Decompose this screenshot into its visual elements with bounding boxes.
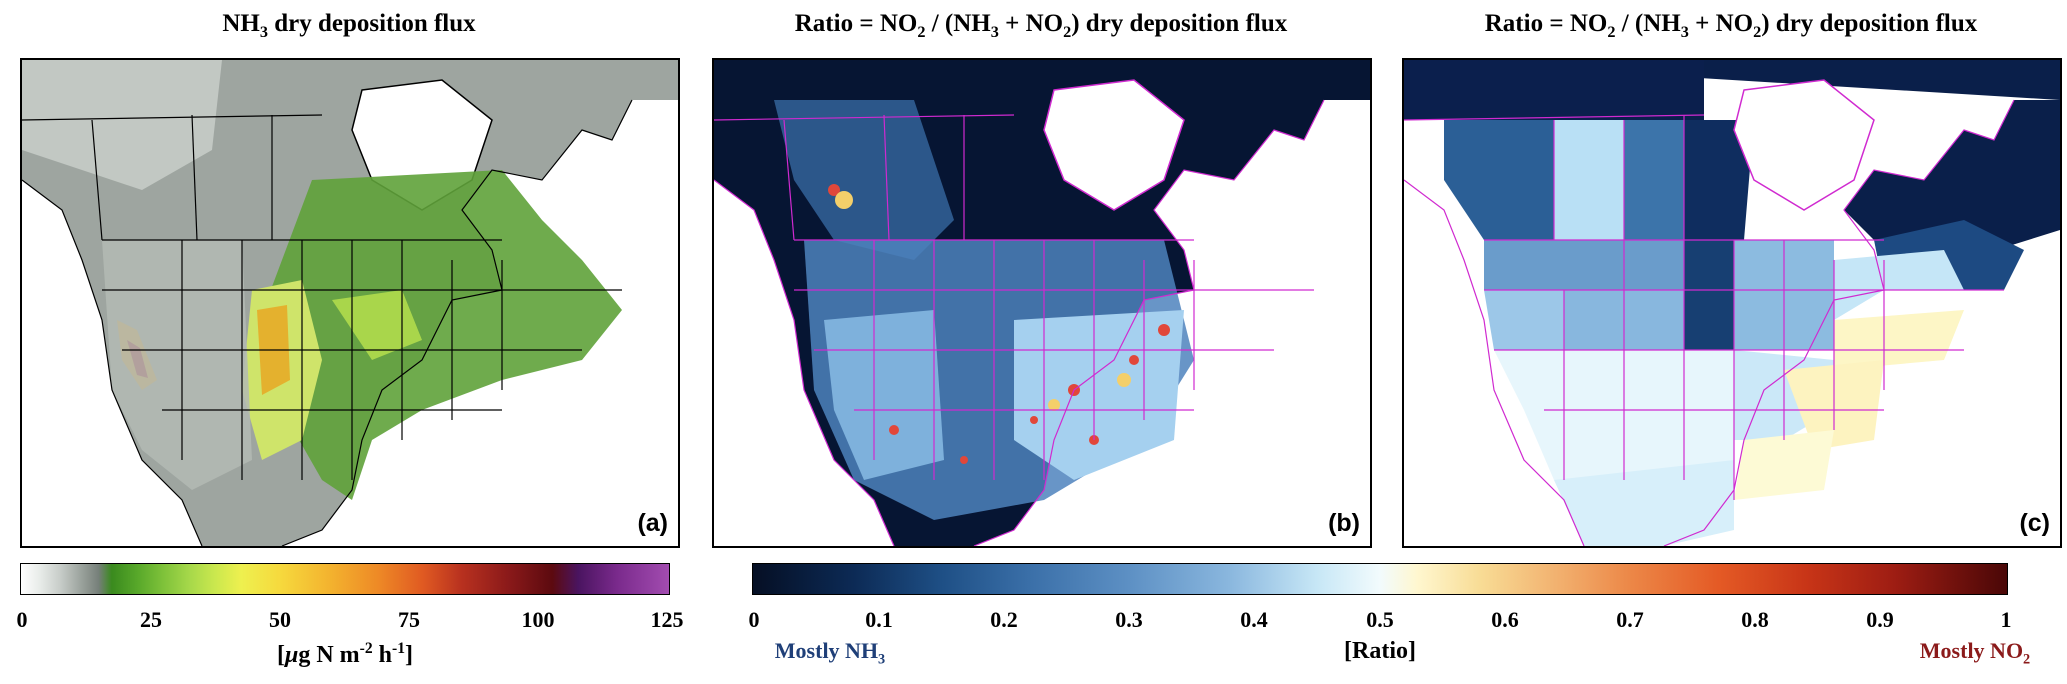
panel-b-map: (b) <box>712 58 1372 548</box>
ratio-tick-label: 0.2 <box>990 607 1018 632</box>
ratio-tick-label: 0.4 <box>1240 607 1268 632</box>
panel-a-map: (a) <box>20 58 680 548</box>
ratio-colorbar <box>752 563 2008 595</box>
ratio-tick-label: 0.3 <box>1115 607 1143 632</box>
ratio-tick-label: 0.8 <box>1741 607 1769 632</box>
panel-b-title: Ratio = NO2 / (NH3 + NO2) dry deposition… <box>794 10 1288 41</box>
ratio-tick-label: 0.9 <box>1866 607 1894 632</box>
flux-tick-label: 25 <box>140 607 162 632</box>
panel-c-map: (c) <box>1402 58 2062 548</box>
ratio-tick-label: 0.7 <box>1616 607 1644 632</box>
flux-tick-label: 50 <box>269 607 291 632</box>
ratio-unit-label: [Ratio] <box>1344 638 1416 664</box>
ratio-tick-label: 0.1 <box>865 607 893 632</box>
panel-a-label: (a) <box>637 509 668 537</box>
mostly-no2-note: Mostly NO2 <box>1919 638 2031 668</box>
flux-colorbar <box>20 563 670 595</box>
flux-unit-label: [μg N m-2 h-1] <box>276 640 414 668</box>
flux-tick-label: 125 <box>650 607 684 632</box>
panel-c-label: (c) <box>2019 509 2050 537</box>
panel-c-title: Ratio = NO2 / (NH3 + NO2) dry deposition… <box>1484 10 1978 41</box>
panel-b-map-graphic <box>714 60 1370 546</box>
panel-c-map-graphic <box>1404 60 2060 546</box>
ratio-tick-label: 0.6 <box>1491 607 1519 632</box>
mostly-nh3-note: Mostly NH3 <box>774 638 886 668</box>
ratio-tick-label: 1 <box>2000 607 2012 632</box>
ratio-tick-label: 0.5 <box>1366 607 1394 632</box>
flux-tick-label: 75 <box>398 607 420 632</box>
flux-tick-label: 100 <box>521 607 555 632</box>
panel-a-title: NH3 dry deposition flux <box>222 10 476 41</box>
panel-b-label: (b) <box>1328 509 1360 537</box>
ratio-tick-label: 0 <box>748 607 760 632</box>
flux-tick-label: 0 <box>16 607 28 632</box>
panel-a-map-graphic <box>22 60 678 546</box>
